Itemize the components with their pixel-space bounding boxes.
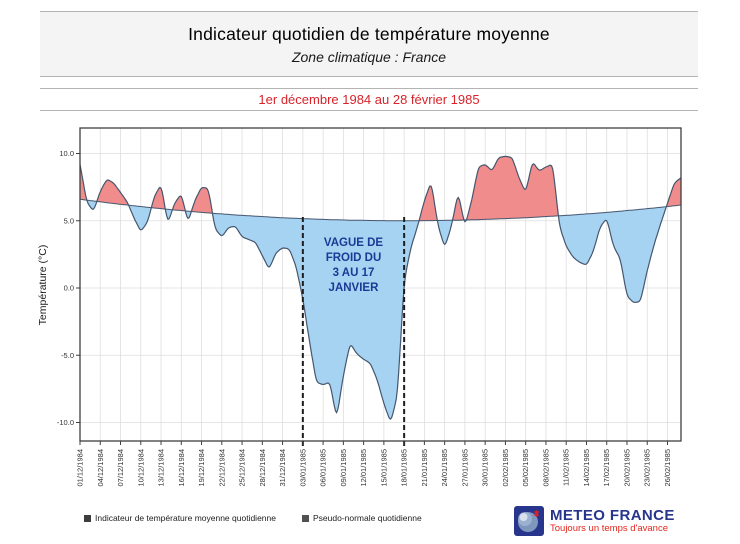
x-tick-label: 03/01/1985	[298, 449, 307, 487]
x-tick-label: 18/01/1985	[400, 449, 409, 487]
y-tick-label: 10.0	[59, 149, 74, 158]
logo-globe-icon	[514, 506, 544, 536]
chart-legend: Indicateur de température moyenne quotid…	[84, 513, 422, 523]
x-tick-label: 05/02/1985	[521, 449, 530, 487]
x-tick-label: 06/01/1985	[319, 449, 328, 487]
x-tick-label: 19/12/1984	[197, 449, 206, 487]
logo-name: METEO FRANCE	[550, 507, 675, 524]
cold-anomaly-area	[437, 220, 453, 245]
y-tick-label: 0.0	[64, 284, 74, 293]
y-tick-label: -10.0	[57, 418, 74, 427]
x-tick-label: 22/12/1984	[217, 449, 226, 487]
period-band: 1er décembre 1984 au 28 février 1985	[40, 88, 698, 111]
legend-label-indicator: Indicateur de température moyenne quotid…	[95, 513, 276, 523]
warm-anomaly-area	[466, 156, 559, 220]
x-tick-label: 20/02/1985	[622, 449, 631, 487]
y-tick-label: 5.0	[64, 216, 74, 225]
period-label: 1er décembre 1984 au 28 février 1985	[258, 92, 480, 107]
page-subtitle: Zone climatique : France	[291, 48, 447, 65]
x-tick-label: 10/12/1984	[136, 449, 145, 487]
y-axis: 10.0 5.0 0.0 -5.0 -10.0 Température (°C)	[37, 149, 80, 427]
cold-wave-annotation-line: FROID DU	[326, 252, 382, 264]
x-tick-label: 28/12/1984	[258, 449, 267, 487]
cold-wave-markers	[301, 217, 406, 448]
warm-anomaly-area	[666, 177, 681, 207]
x-tick-label: 09/01/1985	[339, 449, 348, 487]
x-tick-label: 11/02/1985	[562, 449, 571, 486]
x-tick-label: 21/01/1985	[420, 449, 429, 487]
plot-border	[79, 127, 682, 442]
x-tick-label: 04/12/1984	[96, 449, 105, 487]
legend-item-normale: Pseudo-normale quotidienne	[301, 513, 422, 523]
x-tick-label: 25/12/1984	[238, 449, 247, 487]
cold-anomaly-area	[128, 205, 152, 230]
x-tick-label: 02/02/1985	[501, 449, 510, 487]
cold-wave-annotation: VAGUE DE FROID DU 3 AU 17 JANVIER	[324, 237, 384, 294]
x-tick-label: 07/12/1984	[116, 449, 125, 487]
cold-wave-annotation-line: VAGUE DE	[324, 237, 384, 249]
x-tick-label: 24/01/1985	[440, 449, 449, 487]
curves	[80, 155, 681, 420]
x-tick-label: 08/02/1985	[541, 449, 550, 487]
x-tick-label: 30/01/1985	[481, 449, 490, 487]
logo-tagline: Toujours un temps d'avance	[550, 523, 668, 534]
y-tick-label: -5.0	[61, 351, 74, 360]
warm-anomaly-area	[80, 164, 87, 201]
legend-label-normale: Pseudo-normale quotidienne	[312, 513, 422, 523]
normale-swatch-icon	[301, 514, 309, 522]
x-tick-label: 17/02/1985	[602, 449, 611, 487]
indicator-swatch-icon	[84, 514, 91, 522]
cold-anomaly-area	[558, 206, 667, 303]
warm-anomaly-area	[452, 197, 465, 221]
x-tick-label: 31/12/1984	[278, 449, 287, 487]
warm-anomaly-area	[191, 187, 213, 214]
cold-anomaly-area	[185, 210, 192, 219]
x-tick-label: 01/12/1984	[76, 449, 85, 487]
x-tick-label: 16/12/1984	[177, 449, 186, 487]
x-tick-label: 12/01/1985	[359, 449, 368, 487]
x-axis: 01/12/1984 04/12/1984 07/12/1984 10/12/1984…	[76, 441, 672, 487]
cold-wave-annotation-line: 3 AU 17	[333, 267, 375, 279]
meteo-france-logo: METEO FRANCE Toujours un temps d'avance	[514, 506, 675, 536]
indicator-line	[80, 155, 681, 420]
cold-anomaly-area	[212, 213, 420, 420]
x-tick-label: 14/02/1985	[582, 449, 591, 487]
pseudo-normale-line	[80, 198, 681, 222]
warm-anomaly-area	[96, 180, 129, 206]
chart-header: Indicateur quotidien de température moye…	[40, 11, 698, 77]
x-tick-label: 13/12/1984	[157, 449, 166, 487]
x-tick-label: 23/02/1985	[643, 449, 652, 487]
x-tick-label: 15/01/1985	[379, 449, 388, 487]
legend-item-indicator: Indicateur de température moyenne quotid…	[84, 513, 276, 523]
cold-wave-annotation-line: JANVIER	[329, 282, 380, 294]
x-tick-label: 27/01/1985	[460, 449, 469, 487]
y-axis-title: Température (°C)	[37, 245, 49, 326]
x-tick-label: 26/02/1985	[663, 449, 672, 487]
page-title: Indicateur quotidien de température moye…	[188, 23, 550, 44]
logo-text: METEO FRANCE Toujours un temps d'avance	[550, 508, 675, 534]
